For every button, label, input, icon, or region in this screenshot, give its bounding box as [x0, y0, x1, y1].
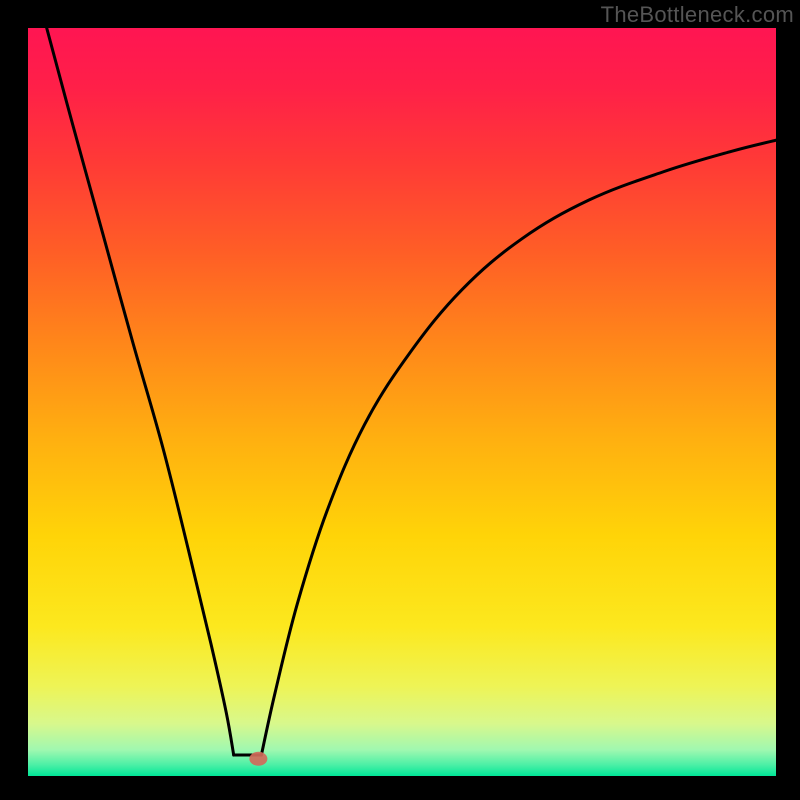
curve-left-branch [47, 28, 234, 755]
watermark-text: TheBottleneck.com [601, 0, 800, 28]
minimum-marker-dot [249, 752, 267, 766]
plot-area [28, 28, 776, 776]
bottleneck-curve-svg [28, 28, 776, 776]
curve-right-branch [261, 140, 776, 755]
watermark-label: TheBottleneck.com [601, 2, 794, 27]
